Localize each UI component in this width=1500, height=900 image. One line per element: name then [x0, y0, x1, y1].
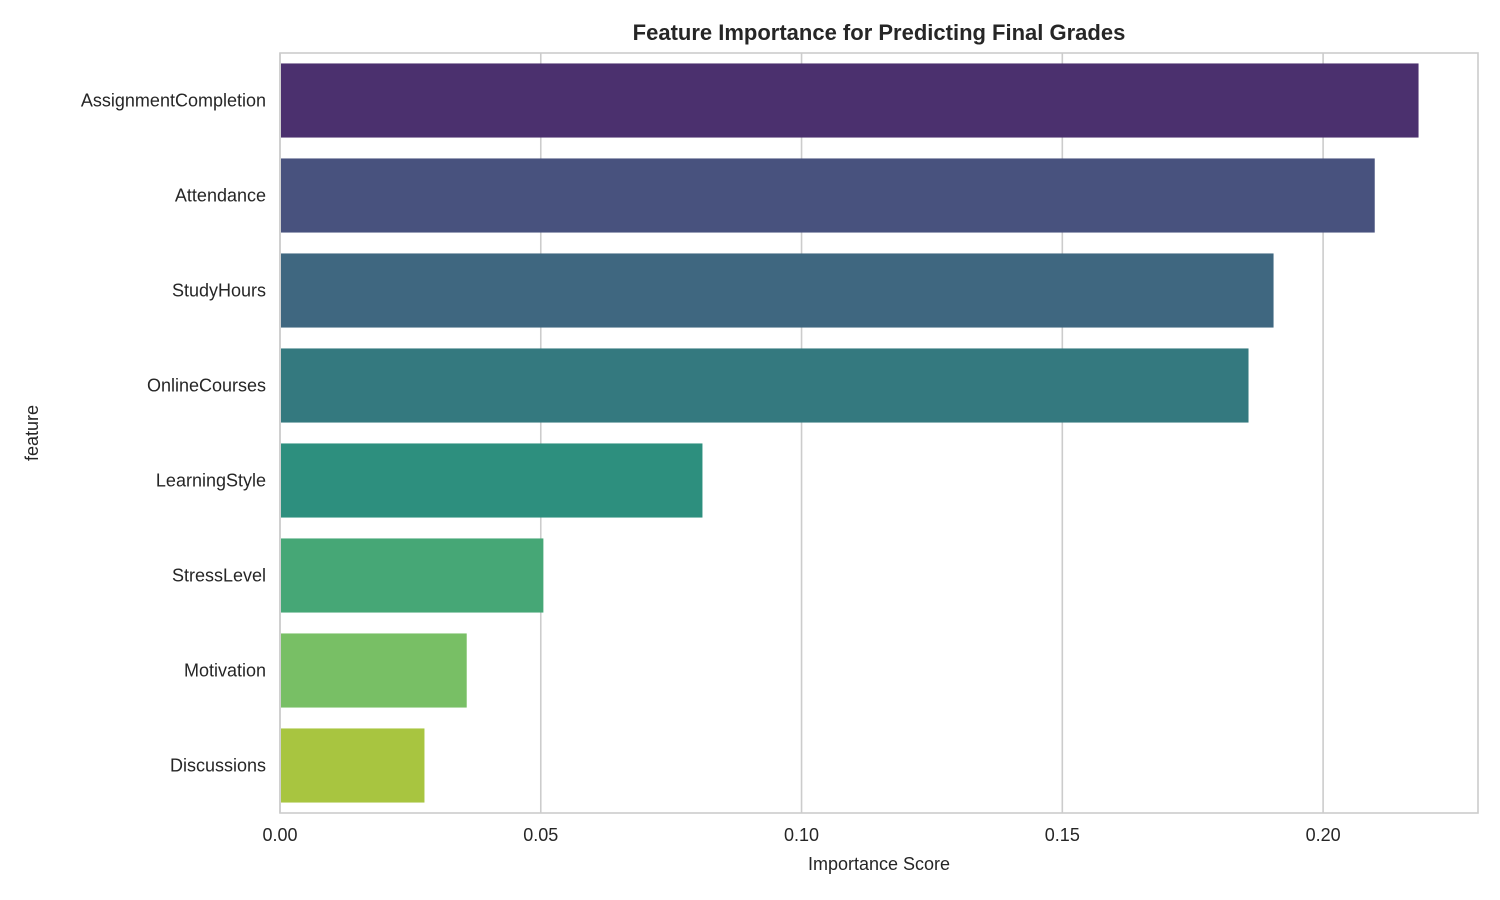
y-tick-label: AssignmentCompletion	[81, 91, 266, 111]
bar-studyhours	[281, 253, 1274, 328]
bar-discussions	[281, 728, 425, 803]
y-tick-label: StudyHours	[172, 281, 266, 301]
x-tick-label: 0.20	[1306, 825, 1341, 845]
y-tick-label: Discussions	[170, 756, 266, 776]
plot-frame	[279, 52, 1479, 814]
bar-learningstyle	[281, 443, 703, 518]
y-axis-label: feature	[22, 405, 42, 461]
x-tick-labels: 0.00 0.05 0.10 0.15 0.20	[262, 825, 1340, 845]
chart-title: Feature Importance for Predicting Final …	[633, 20, 1126, 45]
y-tick-label: Motivation	[184, 661, 266, 681]
y-tick-labels: AssignmentCompletion Attendance StudyHours…	[81, 91, 266, 776]
bar-motivation	[281, 633, 467, 708]
bar-layer	[281, 63, 1419, 803]
bar-assignmentcompletion	[281, 63, 1419, 138]
x-tick-label: 0.15	[1045, 825, 1080, 845]
x-axis-label: Importance Score	[808, 854, 950, 874]
bar-attendance	[281, 158, 1375, 233]
y-tick-label: Attendance	[175, 186, 266, 206]
x-tick-label: 0.10	[784, 825, 819, 845]
bar-stresslevel	[281, 538, 544, 613]
y-tick-label: StressLevel	[172, 566, 266, 586]
bar-onlinecourses	[281, 348, 1249, 423]
x-tick-label: 0.05	[523, 825, 558, 845]
y-tick-label: LearningStyle	[156, 471, 266, 491]
x-tick-label: 0.00	[262, 825, 297, 845]
y-tick-label: OnlineCourses	[147, 376, 266, 396]
